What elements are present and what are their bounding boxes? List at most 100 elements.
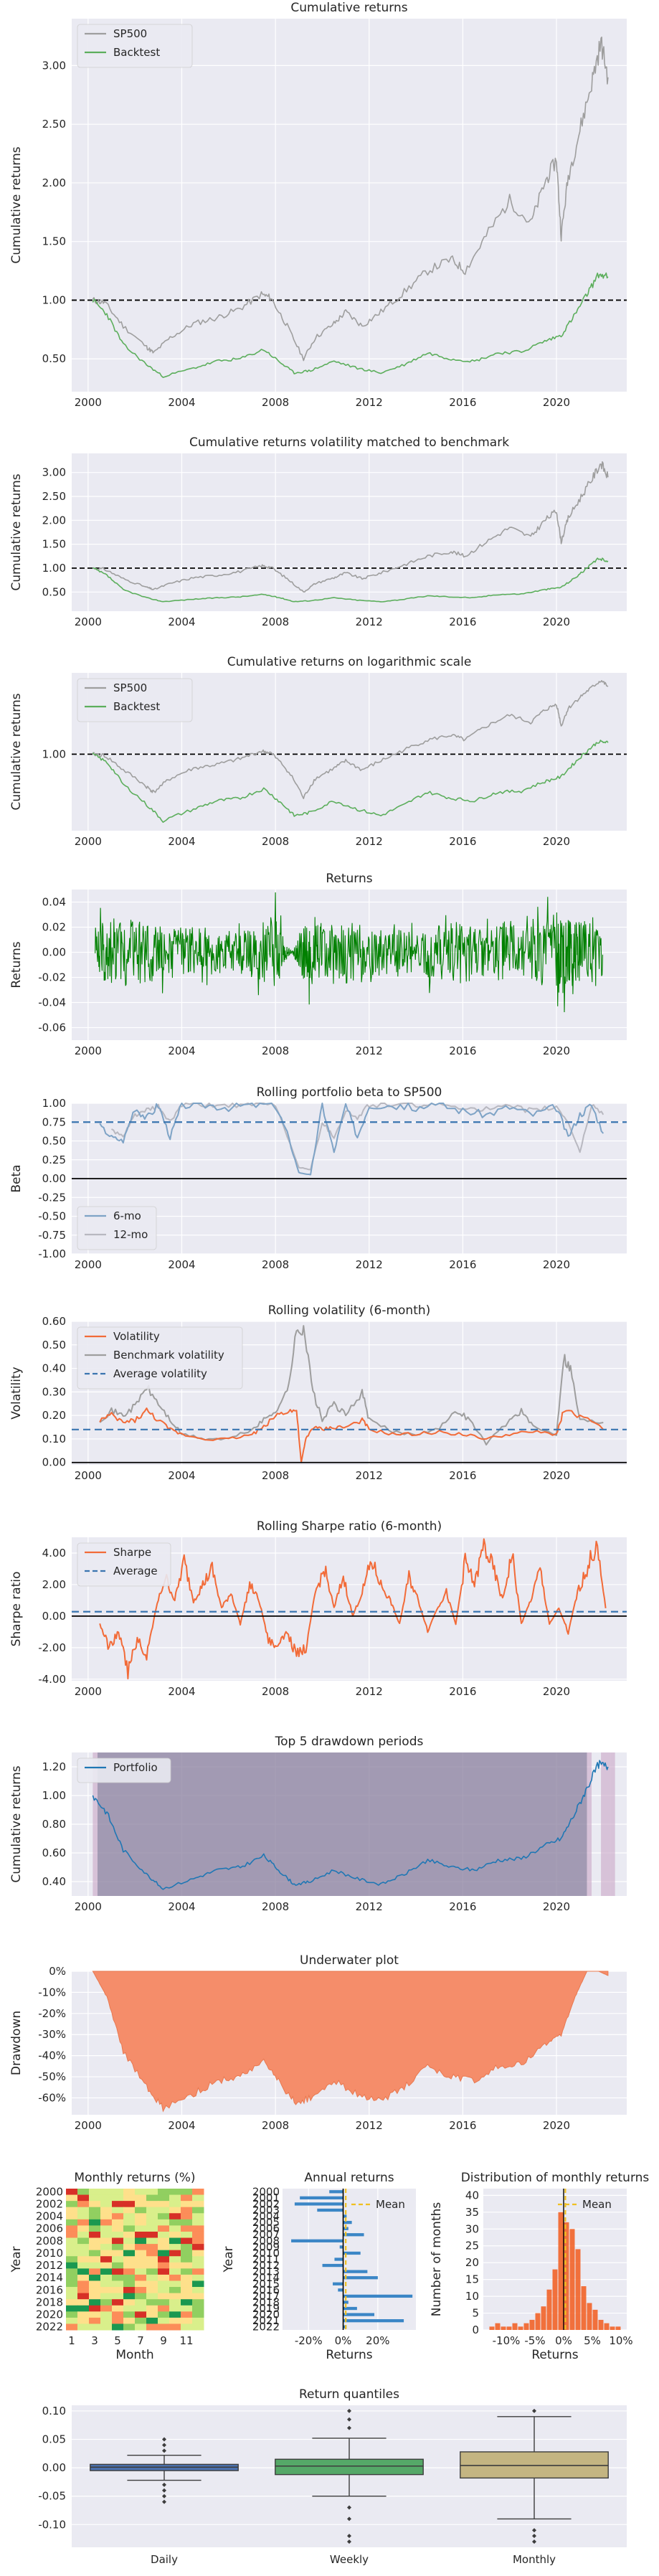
- legend-label: Average: [113, 1565, 158, 1577]
- annual-bar: [317, 2208, 343, 2212]
- heatmap-cell: [146, 2250, 158, 2257]
- heatmap-cell: [192, 2256, 204, 2263]
- y-tick-label: 2019: [252, 2302, 280, 2315]
- logscale-chart: Cumulative returns on logarithmic scale C…: [9, 655, 627, 848]
- annual-bar: [343, 2313, 375, 2316]
- heatmap-cell: [181, 2311, 193, 2318]
- heatmap-cell: [169, 2213, 181, 2220]
- x-tick-label: 2016: [449, 2119, 476, 2132]
- heatmap-cell: [123, 2219, 136, 2226]
- monthly-title: Monthly returns (%): [74, 2171, 195, 2185]
- x-tick-label: 2016: [449, 1258, 476, 1271]
- hist-bar: [535, 2313, 541, 2330]
- x-tick-label: 2004: [168, 1044, 195, 1057]
- heatmap-cell: [66, 2280, 78, 2288]
- heatmap-cell: [123, 2268, 136, 2275]
- x-tick-label: 2020: [543, 396, 570, 409]
- y-tick-label: 2002: [36, 2197, 63, 2210]
- beta-chart: Rolling portfolio beta to SP500 Beta 2000 2…: [9, 1085, 627, 1271]
- x-tick-label: 2008: [262, 1685, 289, 1698]
- heatmap-cell: [66, 2201, 78, 2208]
- y-tick-label: -50%: [38, 2070, 66, 2083]
- y-tick-label: 0.00: [42, 946, 66, 959]
- y-tick-label: -0.06: [38, 1022, 66, 1034]
- vol-chart: Rolling volatility (6-month) Volatility 20…: [9, 1303, 627, 1482]
- heatmap-cell: [123, 2225, 136, 2232]
- legend-label: SP500: [113, 681, 147, 694]
- quantiles-chart: Return quantiles 0.10 0.05 0.00 -0.05 -0.10 Da…: [38, 2387, 627, 2566]
- heatmap-cell: [192, 2287, 204, 2294]
- heatmap-cell: [135, 2225, 147, 2232]
- heatmap-cell: [146, 2317, 158, 2324]
- y-tick-label: -4.00: [38, 1673, 66, 1686]
- heatmap-cell: [169, 2311, 181, 2318]
- y-tick-label: 0.02: [42, 921, 66, 934]
- heatmap-cell: [192, 2299, 204, 2306]
- heatmap-cell: [192, 2311, 204, 2318]
- legend-box: [77, 1206, 157, 1250]
- hist-bar: [523, 2323, 529, 2330]
- heatmap-cell: [66, 2207, 78, 2214]
- heatmap-cell: [77, 2256, 90, 2263]
- y-tick-label: 0.80: [42, 1818, 66, 1831]
- y-tick-label: 0.50: [42, 1135, 66, 1148]
- x-tick-label: 2012: [356, 1044, 383, 1057]
- y-tick-label: 2004: [36, 2210, 63, 2223]
- heatmap-cell: [169, 2262, 181, 2269]
- x-tick-label: 2000: [75, 396, 102, 409]
- heatmap-cell: [135, 2219, 147, 2226]
- heatmap-cell: [169, 2219, 181, 2226]
- hist-bar: [615, 2326, 621, 2330]
- box-body: [275, 2458, 424, 2476]
- heatmap-cell: [181, 2189, 193, 2196]
- heatmap-cell: [169, 2189, 181, 2196]
- heatmap-cell: [169, 2250, 181, 2257]
- heatmap-cell: [123, 2317, 136, 2324]
- x-tick-label: 2004: [168, 1685, 195, 1698]
- hist-bar: [552, 2269, 558, 2330]
- x-tick-label: 9: [160, 2334, 167, 2347]
- heatmap-cell: [89, 2207, 101, 2214]
- heatmap-cell: [158, 2225, 170, 2232]
- x-tick-label: 2004: [168, 835, 195, 848]
- x-tick-label: 2000: [75, 1900, 102, 1913]
- heatmap-cell: [169, 2293, 181, 2300]
- heatmap-cell: [135, 2194, 147, 2202]
- heatmap-cell: [146, 2231, 158, 2239]
- y-tick-label: 2018: [36, 2296, 63, 2308]
- x-tick-label: 2000: [75, 1258, 102, 1271]
- y-tick-label: -60%: [38, 2091, 66, 2104]
- heatmap-cell: [77, 2207, 90, 2214]
- heatmap-cell: [135, 2280, 147, 2288]
- x-tick-label: 2020: [543, 1469, 570, 1482]
- series-sp500: [93, 679, 609, 800]
- heatmap-cell: [89, 2213, 101, 2220]
- annual-bar: [343, 2220, 352, 2224]
- heatmap-cell: [192, 2194, 204, 2202]
- heatmap-cell: [146, 2293, 158, 2300]
- volmatch-plot-area: [72, 453, 627, 611]
- x-tick-label: 2008: [262, 835, 289, 848]
- heatmap-cell: [112, 2274, 124, 2281]
- heatmap-cell: [66, 2323, 78, 2331]
- annual-bar: [300, 2196, 343, 2199]
- heatmap-cell: [89, 2262, 101, 2269]
- x-tick-label: 2004: [168, 2119, 195, 2132]
- heatmap-cell: [181, 2213, 193, 2220]
- y-tick-label: -0.02: [38, 971, 66, 984]
- x-tick-label: 2000: [75, 1044, 102, 1057]
- heatmap-cell: [100, 2274, 113, 2281]
- annual-bar: [322, 2263, 343, 2268]
- heatmap-cell: [112, 2244, 124, 2251]
- annual-bar: [333, 2282, 343, 2285]
- heatmap-cell: [77, 2213, 90, 2220]
- heatmap-cell: [112, 2256, 124, 2263]
- heatmap-cell: [181, 2231, 193, 2239]
- legend-label: Average volatility: [113, 1367, 207, 1380]
- heatmap-cell: [123, 2305, 136, 2312]
- x-tick-label: Monthly: [513, 2553, 556, 2566]
- drawdown-area: [92, 1971, 609, 2113]
- heatmap-cell: [100, 2250, 113, 2257]
- x-tick-label: 2000: [75, 1469, 102, 1482]
- heatmap-cell: [192, 2323, 204, 2331]
